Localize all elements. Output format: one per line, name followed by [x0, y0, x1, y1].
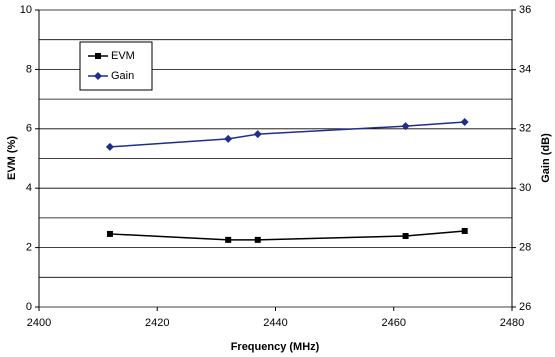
y2-axis-title: Gain (dB) — [540, 133, 552, 183]
y2-tick-label: 28 — [519, 242, 531, 254]
data-point — [106, 230, 113, 237]
data-point — [253, 130, 262, 139]
x-tick-label: 2420 — [145, 317, 169, 329]
y-tick-label: 0 — [26, 301, 32, 313]
data-point — [105, 142, 114, 151]
data-point — [225, 236, 232, 243]
data-point — [402, 233, 409, 240]
y-tick-label: 8 — [26, 63, 32, 75]
legend-box — [79, 41, 153, 91]
legend-marker — [94, 72, 102, 80]
x-axis-title: Frequency (MHz) — [231, 341, 320, 353]
x-tick-label: 2440 — [263, 317, 287, 329]
legend-label: EVM — [111, 50, 135, 62]
series-line — [109, 121, 465, 148]
data-point — [224, 134, 233, 143]
y-tick-label: 2 — [26, 242, 32, 254]
series-line — [109, 230, 465, 241]
y2-tick-label: 32 — [519, 123, 531, 135]
legend-label: Gain — [111, 70, 134, 82]
x-tick-label: 2460 — [382, 317, 406, 329]
data-point — [254, 236, 261, 243]
y2-tick-label: 26 — [519, 301, 531, 313]
legend-marker — [95, 53, 101, 59]
y2-tick-label: 30 — [519, 182, 531, 194]
y-tick-label: 6 — [26, 123, 32, 135]
data-point — [401, 122, 410, 131]
data-point — [461, 227, 468, 234]
x-tick-label: 2480 — [500, 317, 524, 329]
y-tick-label: 4 — [26, 182, 32, 194]
y2-tick-label: 34 — [519, 63, 531, 75]
x-tick-label: 2400 — [27, 317, 51, 329]
data-point — [460, 117, 469, 126]
y2-tick-label: 36 — [519, 4, 531, 16]
y-tick-label: 10 — [20, 4, 32, 16]
y-axis-title: EVM (%) — [6, 136, 18, 180]
